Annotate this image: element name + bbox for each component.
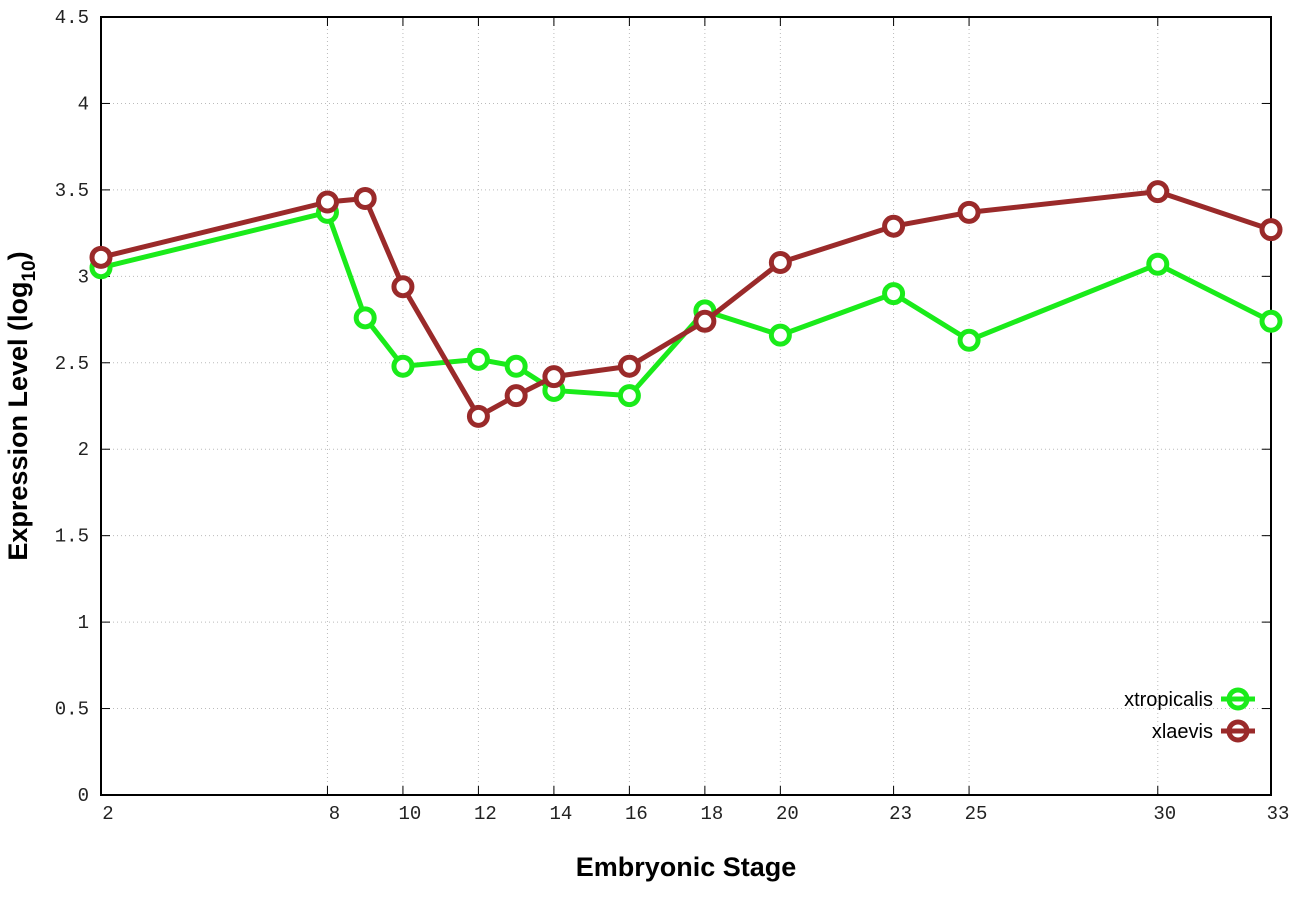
data-point-xlaevis (1146, 180, 1170, 204)
data-point-xtropicalis (1259, 309, 1283, 333)
x-tick-label: 25 (965, 803, 988, 825)
x-tick-label: 16 (625, 803, 648, 825)
data-point-xtropicalis (353, 306, 377, 330)
data-point-xlaevis (768, 251, 792, 275)
data-point-xlaevis (89, 245, 113, 269)
y-tick-label: 3 (78, 266, 89, 288)
data-point-xlaevis (882, 214, 906, 238)
grid (101, 17, 1271, 795)
x-tick-label: 20 (776, 803, 799, 825)
series-layer (89, 180, 1283, 428)
data-point-xlaevis (542, 365, 566, 389)
data-point-xtropicalis (617, 384, 641, 408)
y-tick-label: 3.5 (55, 180, 89, 202)
x-axis-label: Embryonic Stage (576, 852, 797, 882)
x-tick-label: 10 (399, 803, 422, 825)
x-tick-label: 18 (700, 803, 723, 825)
legend-label-xtropicalis: xtropicalis (1124, 689, 1213, 711)
x-tick-label: 8 (329, 803, 340, 825)
data-point-xlaevis (466, 404, 490, 428)
data-point-xtropicalis (391, 354, 415, 378)
data-point-xlaevis (391, 275, 415, 299)
data-point-xtropicalis (882, 282, 906, 306)
data-point-xlaevis (1259, 218, 1283, 242)
data-point-xlaevis (315, 190, 339, 214)
y-tick-label: 1.5 (55, 526, 89, 548)
y-tick-label: 1 (78, 612, 89, 634)
x-tick-label: 14 (549, 803, 572, 825)
data-point-xtropicalis (1146, 252, 1170, 276)
data-point-xlaevis (957, 200, 981, 224)
x-tick-label: 12 (474, 803, 497, 825)
data-point-xtropicalis (768, 323, 792, 347)
series-line-xlaevis (100, 189, 1272, 419)
y-tick-label: 2 (78, 439, 89, 461)
y-tick-label: 4 (78, 93, 89, 115)
y-axis-label: Expression Level (log10) (3, 251, 40, 560)
y-tick-label: 2.5 (55, 353, 89, 375)
data-point-xtropicalis (504, 354, 528, 378)
legend: xtropicalis xlaevis (1124, 687, 1255, 743)
legend-label-xlaevis: xlaevis (1152, 721, 1213, 743)
data-point-xtropicalis (466, 347, 490, 371)
x-tick-label: 2 (102, 803, 113, 825)
series-xtropicalis (89, 200, 1283, 408)
data-point-xlaevis (693, 309, 717, 333)
series-xlaevis (89, 180, 1283, 428)
data-point-xlaevis (504, 384, 528, 408)
y-tick-label: 0.5 (55, 699, 89, 721)
x-tick-label: 23 (889, 803, 912, 825)
x-tick-label: 30 (1153, 803, 1176, 825)
data-point-xtropicalis (957, 328, 981, 352)
data-point-xlaevis (353, 187, 377, 211)
y-tick-label: 0 (78, 785, 89, 807)
ticks: 0 0.5 1 1.5 2 2.5 3 3.5 4 4.5 2 8 10 12 14 16 18 20 23 25 30… (55, 7, 1290, 825)
series-line-xtropicalis (100, 209, 1273, 399)
data-point-xlaevis (617, 354, 641, 378)
y-tick-label: 4.5 (55, 7, 89, 29)
x-tick-label: 33 (1267, 803, 1290, 825)
plot-frame (100, 16, 1272, 796)
